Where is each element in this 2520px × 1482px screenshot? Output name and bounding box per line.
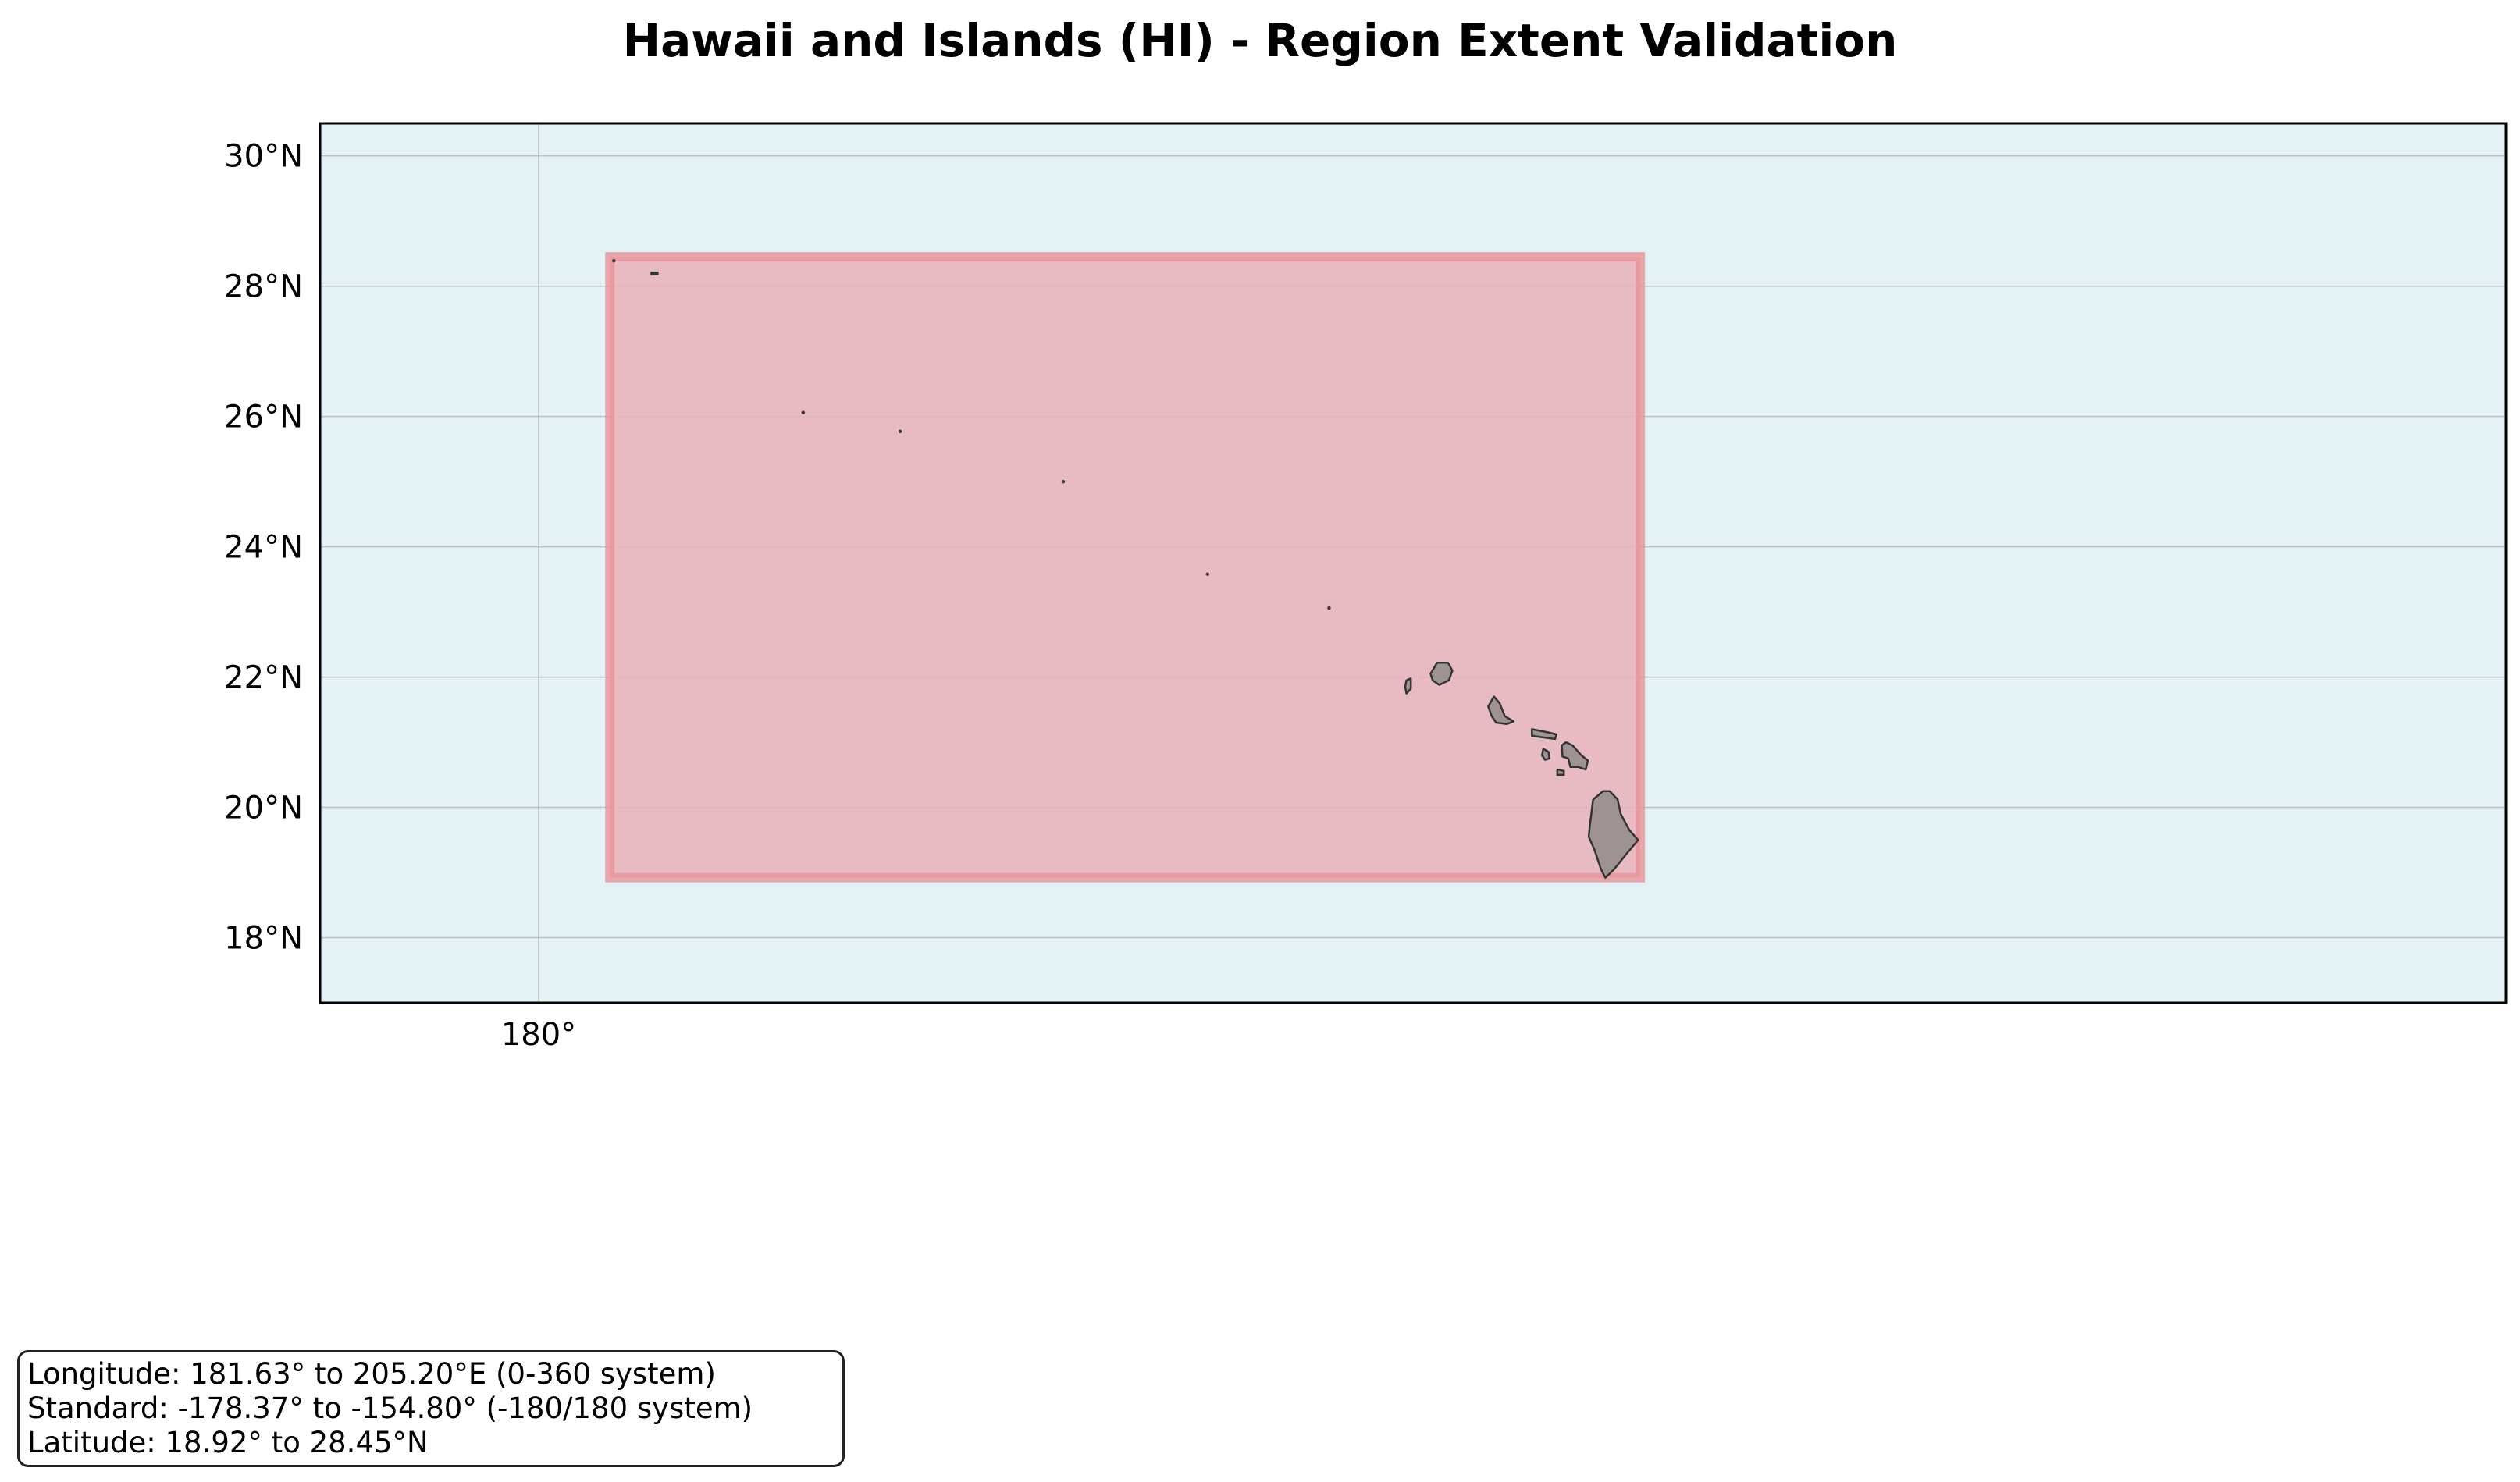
map-border xyxy=(319,122,2508,1004)
island-niihau xyxy=(1404,677,1412,695)
island-nihoa xyxy=(1327,606,1331,610)
island-hawaii xyxy=(1587,790,1639,879)
lat-tick-label-22: 22°N xyxy=(224,660,303,696)
island-lanai xyxy=(1540,748,1550,761)
island-kure xyxy=(612,258,616,263)
lat-tick-label-24: 24°N xyxy=(224,530,303,566)
standard-longitude-info: Standard: -178.37° to -154.80° (-180/180… xyxy=(27,1391,753,1425)
lat-tick-label-20: 20°N xyxy=(224,791,303,826)
lon-tick-label-180: 180° xyxy=(501,1017,576,1053)
lat-tick-label-18: 18°N xyxy=(224,921,303,957)
longitude-info: Longitude: 181.63° to 205.20°E (0-360 sy… xyxy=(27,1357,716,1391)
island-kauai xyxy=(1429,661,1454,686)
lat-tick-label-30: 30°N xyxy=(224,139,303,175)
island-maui xyxy=(1561,741,1589,771)
island-oahu xyxy=(1487,695,1515,725)
island-lisianski xyxy=(801,410,806,414)
region-info-box: Longitude: 181.63° to 205.20°E (0-360 sy… xyxy=(17,1350,845,1467)
latitude-info: Latitude: 18.92° to 28.45°N xyxy=(27,1426,429,1459)
tick-labels: 18°N 20°N 22°N 24°N 26°N 28°N 30°N 180° xyxy=(224,139,576,1053)
island-molokai xyxy=(1531,728,1557,741)
region-layer xyxy=(605,252,1646,883)
lat-tick-label-26: 26°N xyxy=(224,400,303,435)
land-layer xyxy=(612,258,1639,879)
lat-tick-label-28: 28°N xyxy=(224,269,303,305)
island-necker xyxy=(1205,572,1210,576)
map-title: Hawaii and Islands (HI) - Region Extent … xyxy=(623,14,1898,67)
island-kahoolawe xyxy=(1556,768,1565,777)
island-gardner-pinnacles xyxy=(1061,479,1066,484)
region-extent-box xyxy=(605,252,1646,883)
island-laysan xyxy=(898,429,902,434)
island-midway xyxy=(650,271,659,275)
map-frame xyxy=(319,122,2508,1004)
